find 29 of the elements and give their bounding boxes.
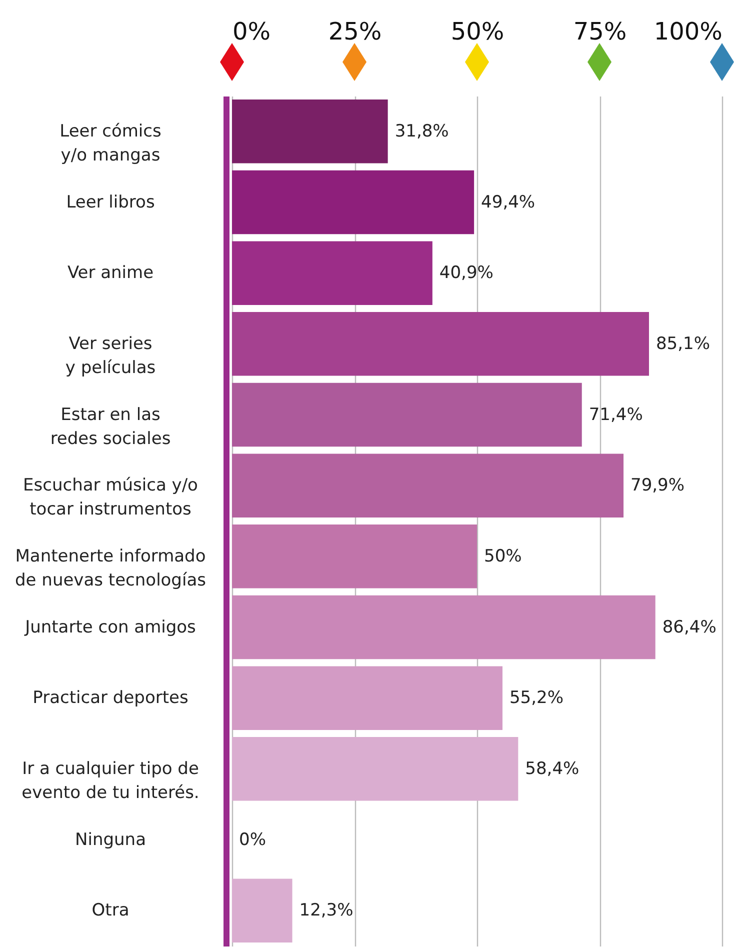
y-tick-label: Ver anime <box>67 263 154 284</box>
data-label: 50% <box>484 546 522 566</box>
x-tick-label: 75% <box>573 18 627 46</box>
data-label: 55,2% <box>509 688 564 708</box>
y-tick-label: Ver series y películas <box>65 334 156 378</box>
y-tick-label: Mantenerte informado de nuevas tecnologías <box>15 546 206 590</box>
data-label: 79,9% <box>630 476 685 496</box>
y-tick-label: Ir a cualquier tipo de evento de tu interés. <box>22 758 200 803</box>
data-label: 12,3% <box>299 900 354 921</box>
data-label: 85,1% <box>656 334 710 354</box>
y-tick-label: Otra <box>92 900 130 921</box>
data-label: 40,9% <box>439 263 494 284</box>
x-tick-label: 50% <box>450 18 504 46</box>
x-tick-label: 25% <box>328 18 382 46</box>
y-tick-label: Estar en las redes sociales <box>50 404 171 449</box>
y-tick-label: Leer libros <box>66 192 155 212</box>
data-label: 49,4% <box>481 192 536 212</box>
x-tick-label: 100% <box>654 18 722 46</box>
y-tick-label: Leer cómics y/o mangas <box>60 121 162 166</box>
data-label: 86,4% <box>662 617 716 638</box>
y-tick-label: Juntarte con amigos <box>24 617 196 638</box>
data-label: 0% <box>239 830 266 850</box>
x-tick-label: 0% <box>232 18 271 46</box>
y-tick-label: Escuchar música y/o tocar instrumentos <box>23 476 198 520</box>
data-label: 58,4% <box>525 758 580 779</box>
data-label: 31,8% <box>394 121 449 142</box>
y-tick-label: Ninguna <box>75 830 146 850</box>
y-tick-label: Practicar deportes <box>32 688 188 708</box>
data-label: 71,4% <box>588 404 643 425</box>
